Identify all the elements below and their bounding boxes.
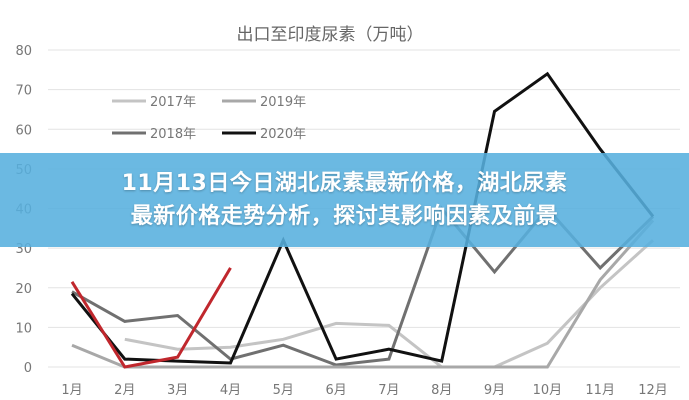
x-tick-label: 6月 <box>325 383 346 398</box>
y-tick-label: 20 <box>15 282 32 297</box>
x-tick-label: 7月 <box>378 383 399 398</box>
y-tick-label: 60 <box>15 123 32 138</box>
x-tick-label: 5月 <box>273 383 294 398</box>
series-line-2019年 <box>71 219 655 369</box>
chart-title: 出口至印度尿素（万吨） <box>237 25 424 45</box>
legend-label: 2017年 <box>150 95 196 110</box>
x-tick-label: 10月 <box>533 383 563 398</box>
y-tick-label: 10 <box>15 321 32 336</box>
y-tick-label: 0 <box>24 361 32 376</box>
legend-label: 2019年 <box>260 95 306 110</box>
series-line-series-4 <box>70 267 232 369</box>
x-tick-label: 1月 <box>61 383 82 398</box>
headline-banner: 11月13日今日湖北尿素最新价格，湖北尿素 最新价格走势分析，探讨其影响因素及前… <box>0 153 689 247</box>
legend-label: 2018年 <box>150 127 196 142</box>
headline-line-1: 11月13日今日湖北尿素最新价格，湖北尿素 <box>121 171 568 196</box>
series-line-2020年 <box>70 71 655 365</box>
headline-line-2: 最新价格走势分析，探讨其影响因素及前景 <box>130 204 559 229</box>
x-tick-label: 12月 <box>638 383 668 398</box>
y-tick-label: 70 <box>15 84 32 99</box>
x-tick-label: 4月 <box>220 383 241 398</box>
x-tick-label: 9月 <box>484 383 505 398</box>
x-tick-label: 3月 <box>167 383 188 398</box>
x-tick-label: 8月 <box>431 383 452 398</box>
x-tick-label: 11月 <box>585 383 615 398</box>
y-tick-label: 80 <box>15 44 32 59</box>
legend-label: 2020年 <box>260 127 306 142</box>
x-tick-label: 2月 <box>114 383 135 398</box>
